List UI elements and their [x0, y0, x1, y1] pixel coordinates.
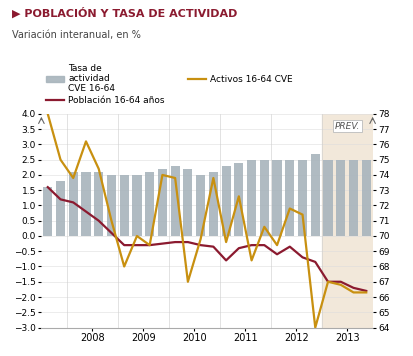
Bar — [323, 160, 332, 236]
Bar — [56, 181, 65, 236]
Bar — [247, 160, 256, 236]
Bar — [81, 172, 90, 236]
Bar — [43, 187, 52, 236]
Bar — [272, 160, 281, 236]
Bar — [157, 169, 166, 236]
Bar — [234, 163, 243, 236]
Bar — [145, 172, 154, 236]
Text: PREV.: PREV. — [334, 121, 359, 131]
Bar — [297, 160, 306, 236]
Bar — [208, 172, 217, 236]
Bar — [321, 114, 372, 328]
Bar — [119, 175, 128, 236]
Text: Variación interanual, en %: Variación interanual, en % — [12, 30, 141, 40]
Bar — [310, 153, 319, 236]
Bar — [196, 175, 205, 236]
Bar — [361, 160, 370, 236]
Bar — [94, 172, 103, 236]
Bar — [107, 175, 116, 236]
Bar — [348, 160, 357, 236]
Text: ▶ POBLACIÓN Y TASA DE ACTIVIDAD: ▶ POBLACIÓN Y TASA DE ACTIVIDAD — [12, 7, 237, 19]
Bar — [170, 166, 179, 236]
Bar — [183, 169, 192, 236]
Bar — [285, 160, 294, 236]
Legend: Tasa de
actividad
CVE 16-64, Población 16-64 años, Activos 16-64 CVE: Tasa de actividad CVE 16-64, Población 1… — [46, 64, 292, 105]
Bar — [335, 160, 344, 236]
Bar — [132, 175, 141, 236]
Bar — [259, 160, 268, 236]
Bar — [69, 172, 78, 236]
Bar — [221, 166, 230, 236]
